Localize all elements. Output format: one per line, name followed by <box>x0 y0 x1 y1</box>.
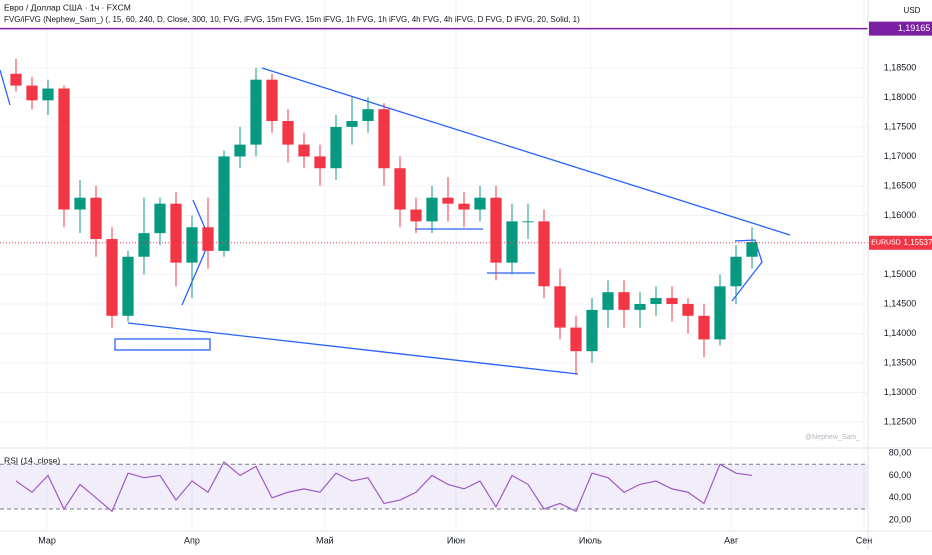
candle-body <box>218 156 230 251</box>
x-tick-label: Сен <box>856 535 873 545</box>
candle-body <box>650 298 662 304</box>
price-tag <box>869 21 932 36</box>
fvg-box[interactable] <box>114 338 211 351</box>
candle-body <box>362 109 374 122</box>
x-tick-label: Июн <box>447 535 465 545</box>
candle-body <box>330 126 342 169</box>
candle-body <box>202 227 214 251</box>
candle-body <box>410 209 422 222</box>
candle-body <box>170 203 182 263</box>
y-tick-label: 1,14000 <box>884 328 917 338</box>
symbol-label: EURUSD <box>871 240 901 247</box>
rsi-band <box>0 464 868 510</box>
wedge-line[interactable] <box>0 69 11 106</box>
candle-body <box>378 109 390 169</box>
price-tag <box>869 235 932 250</box>
y-tick-label: 1,13000 <box>884 387 917 397</box>
plot-layer <box>0 27 868 513</box>
candle-body <box>314 156 326 169</box>
candle-body <box>682 303 694 316</box>
y-tick-label: 1,13500 <box>884 357 917 367</box>
y-tick-label: 1,12500 <box>884 416 917 426</box>
currency: USD <box>904 6 921 15</box>
candle-body <box>90 197 102 240</box>
candle-body <box>506 221 518 263</box>
candle-body <box>250 79 262 145</box>
price-tag-label: 1,19165 <box>898 23 931 33</box>
candle-body <box>282 121 294 145</box>
candle-body <box>186 227 198 263</box>
x-tick-label: Авг <box>724 535 739 545</box>
candle-body <box>106 239 118 316</box>
x-tick-label: Мар <box>38 535 56 545</box>
candle-body <box>138 233 150 257</box>
candle-body <box>74 197 86 210</box>
candle-body <box>570 327 582 352</box>
grid-layer <box>0 0 868 531</box>
watermark: @Nephew_Sam_ <box>805 434 860 441</box>
candle-body <box>746 242 758 257</box>
candle-body <box>42 88 54 101</box>
y-tick-label: 1,17000 <box>884 151 917 161</box>
trend-line[interactable] <box>127 322 579 375</box>
rsi-line <box>15 461 753 513</box>
chart-title: Евро / Доллар США · 1ч · FXCM <box>4 2 131 12</box>
y-tick-label: 1,15000 <box>884 269 917 279</box>
candle-body <box>346 121 358 127</box>
trend-line[interactable] <box>261 67 791 236</box>
candle-body <box>474 197 486 210</box>
candle-body <box>10 73 22 86</box>
candle-body <box>58 88 70 210</box>
candle-body <box>442 197 454 204</box>
y-tick-label: 1,16500 <box>884 180 917 190</box>
y-tick-label: 1,14500 <box>884 298 917 308</box>
candle-body <box>698 315 710 340</box>
y-tick-label: 20,00 <box>889 515 912 525</box>
candle-body <box>490 197 502 263</box>
y-tick-label: 60,00 <box>889 470 912 480</box>
candle-body <box>714 286 726 340</box>
x-tick-label: Апр <box>184 535 200 545</box>
candle-body <box>426 197 438 222</box>
x-tick-label: Май <box>316 535 334 545</box>
indicator-legend: FVG/iFVG (Nephew_Sam_) (, 15, 60, 240, D… <box>4 15 580 24</box>
candle-body <box>666 298 678 304</box>
candle-body <box>618 292 630 310</box>
candle-body <box>266 79 278 122</box>
candle-body <box>394 168 406 210</box>
y-tick-label: 1,17500 <box>884 121 917 131</box>
rsi-title: RSI (14, close) <box>4 455 60 465</box>
candle-body <box>602 292 614 310</box>
candle-body <box>554 286 566 328</box>
y-tick-label: 40,00 <box>889 492 912 502</box>
y-tick-label: 80,00 <box>889 447 912 457</box>
candle-body <box>234 144 246 157</box>
wedge-line[interactable] <box>731 239 763 302</box>
candle-body <box>522 221 534 223</box>
x-tick-label: Июль <box>579 535 602 545</box>
y-tick-label: 1,18000 <box>884 92 917 102</box>
candle-body <box>586 309 598 352</box>
candle-body <box>154 203 166 234</box>
candle-body <box>458 203 470 210</box>
candle-body <box>298 144 310 157</box>
price-tag-label: 1,15537 <box>904 238 932 247</box>
candle-body <box>634 303 646 310</box>
candle-body <box>122 256 134 316</box>
y-tick-label: 1,18500 <box>884 62 917 72</box>
candle-body <box>26 85 38 101</box>
drawings <box>0 67 791 375</box>
candle-body <box>538 221 550 287</box>
candle-body <box>730 256 742 287</box>
y-tick-label: 1,16000 <box>884 210 917 220</box>
